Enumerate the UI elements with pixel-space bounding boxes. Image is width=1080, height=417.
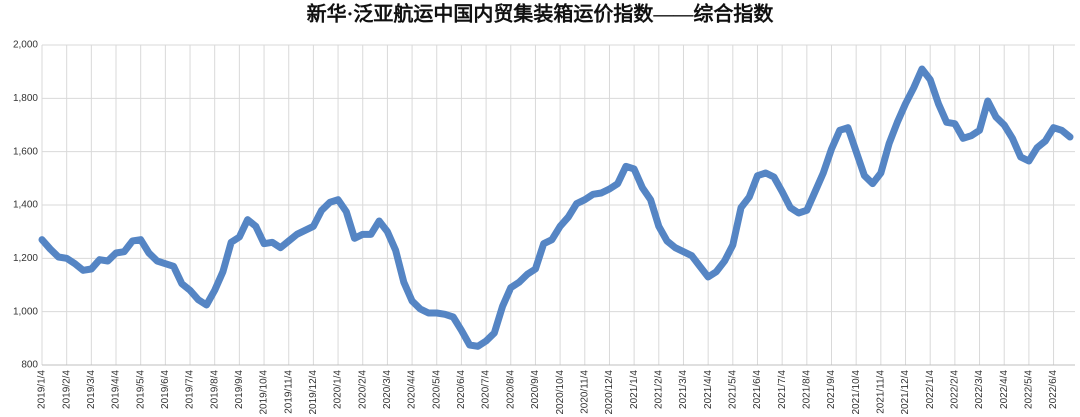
x-tick-label: 2021/8/4 xyxy=(801,370,812,409)
chart-title: 新华·泛亚航运中国内贸集装箱运价指数——综合指数 xyxy=(307,2,775,26)
y-tick-label: 1,200 xyxy=(13,253,38,264)
x-tick-label: 2020/8/4 xyxy=(505,370,516,409)
x-tick-label: 2021/7/4 xyxy=(777,370,788,409)
x-tick-label: 2021/2/4 xyxy=(653,370,664,409)
x-tick-label: 2019/8/4 xyxy=(209,370,220,409)
x-tick-label: 2020/12/4 xyxy=(604,370,615,415)
x-tick-label: 2019/5/4 xyxy=(135,370,146,409)
x-tick-label: 2021/3/4 xyxy=(678,370,689,409)
y-tick-label: 1,600 xyxy=(13,146,38,157)
x-tick-label: 2020/7/4 xyxy=(481,370,492,409)
x-tick-label: 2020/2/4 xyxy=(357,370,368,409)
x-tick-label: 2020/5/4 xyxy=(431,370,442,409)
y-tick-label: 1,400 xyxy=(13,200,38,211)
x-tick-label: 2020/1/4 xyxy=(333,370,344,409)
x-tick-label: 2020/3/4 xyxy=(382,370,393,409)
x-tick-label: 2021/9/4 xyxy=(826,370,837,409)
x-tick-label: 2021/10/4 xyxy=(851,370,862,415)
line xyxy=(38,65,1074,350)
x-tick-label: 2022/1/4 xyxy=(925,370,936,409)
x-tick-label: 2019/12/4 xyxy=(308,370,319,415)
x-tick-label: 2022/2/4 xyxy=(950,370,961,409)
x-tick-label: 2020/9/4 xyxy=(530,370,541,409)
x-tick-label: 2019/9/4 xyxy=(234,370,245,409)
x-tick-label: 2022/6/4 xyxy=(1048,370,1059,409)
x-tick-label: 2019/2/4 xyxy=(61,370,72,409)
x-tick-label: 2021/6/4 xyxy=(752,370,763,409)
x-tick-label: 2021/4/4 xyxy=(703,370,714,409)
x-tick-label: 2020/11/4 xyxy=(579,370,590,414)
y-tick-label: 2,000 xyxy=(13,40,38,51)
y-tick-label: 1,000 xyxy=(13,306,38,317)
x-tick-label: 2019/4/4 xyxy=(111,370,122,409)
x-tick-label: 2019/11/4 xyxy=(283,370,294,414)
y-tick-label: 800 xyxy=(21,360,38,371)
x-tick-label: 2022/4/4 xyxy=(999,370,1010,409)
x-tick-label: 2022/5/4 xyxy=(1024,370,1035,409)
x-tick-label: 2020/6/4 xyxy=(456,370,467,409)
x-tick-label: 2019/7/4 xyxy=(185,370,196,409)
y-tick-label: 1,800 xyxy=(13,93,38,104)
x-tick-label: 2021/1/4 xyxy=(629,370,640,409)
x-tick-label: 2021/11/4 xyxy=(875,370,886,414)
x-tick-label: 2021/5/4 xyxy=(727,370,738,409)
x-tick-label: 2020/10/4 xyxy=(555,370,566,415)
x-tick-label: 2020/4/4 xyxy=(407,370,418,409)
x-tick-label: 2021/12/4 xyxy=(900,370,911,415)
x-tick-label: 2019/6/4 xyxy=(160,370,171,409)
x-tick-label: 2022/3/4 xyxy=(974,370,985,409)
x-tick-label: 2019/10/4 xyxy=(259,370,270,415)
x-tick-label: 2019/3/4 xyxy=(86,370,97,409)
x-tick-label: 2019/1/4 xyxy=(37,370,48,409)
